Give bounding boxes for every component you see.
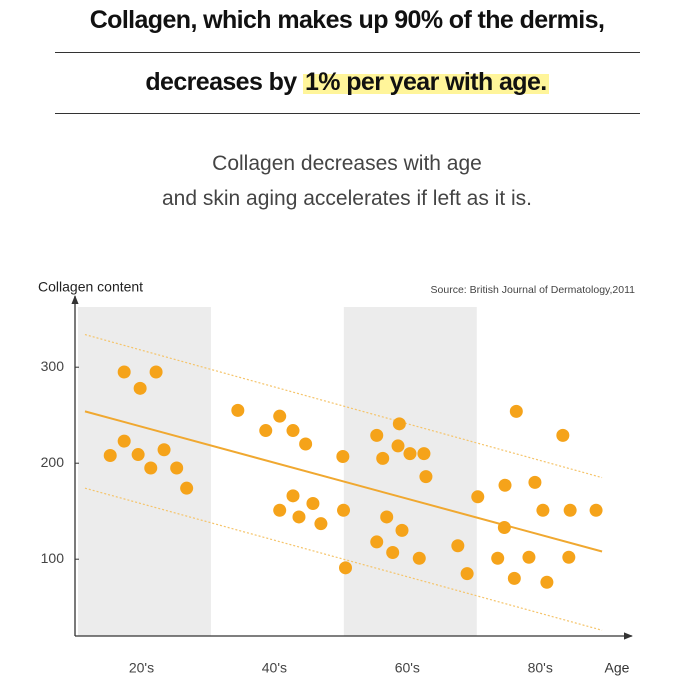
y-tick-label: 200: [41, 454, 65, 470]
decade-band: [343, 307, 477, 636]
x-tick-label: 80's: [528, 660, 553, 676]
point: [419, 470, 433, 484]
point: [403, 447, 417, 461]
point: [370, 535, 384, 549]
point: [509, 404, 523, 418]
y-tick-label: 300: [41, 358, 65, 374]
point: [491, 551, 505, 565]
headline-highlight: 1% per year with age.: [302, 68, 549, 96]
point: [117, 434, 131, 448]
point: [286, 489, 300, 503]
point: [376, 451, 390, 465]
point: [314, 517, 328, 531]
point: [471, 490, 485, 504]
point: [497, 521, 511, 535]
x-axis-label: Age: [605, 660, 630, 676]
point: [460, 567, 474, 581]
subtitle: Collagen decreases with age: [212, 152, 482, 175]
point: [157, 443, 171, 457]
point: [299, 437, 313, 451]
rule: [55, 52, 640, 53]
point: [133, 381, 147, 395]
point: [231, 403, 245, 417]
rule: [55, 113, 640, 114]
point: [451, 539, 465, 553]
point: [273, 409, 287, 423]
point: [180, 481, 194, 495]
point: [336, 449, 350, 463]
point: [337, 503, 351, 517]
headline-text: decreases by: [145, 68, 303, 96]
point: [540, 575, 554, 589]
point: [589, 503, 603, 517]
x-tick-label: 60's: [395, 660, 420, 676]
point: [556, 428, 570, 442]
point: [395, 523, 409, 537]
trend-line: [84, 410, 603, 553]
point: [412, 551, 426, 565]
point: [498, 478, 512, 492]
point: [563, 503, 577, 517]
point: [117, 365, 131, 379]
y-axis-label: Collagen content: [38, 279, 143, 295]
point: [380, 510, 394, 524]
headline: Collagen, which makes up 90% of the derm…: [89, 6, 605, 34]
point: [306, 497, 320, 511]
point: [370, 428, 384, 442]
range-line: [84, 333, 603, 479]
point: [536, 503, 550, 517]
point: [286, 424, 300, 438]
y-tick-label: 100: [41, 550, 65, 566]
point: [507, 571, 521, 585]
point: [339, 561, 353, 575]
point: [562, 550, 576, 564]
point: [273, 503, 287, 517]
point: [103, 449, 117, 463]
point: [259, 424, 273, 438]
point: [170, 461, 184, 475]
source: Source: British Journal of Dermatology,2…: [431, 284, 636, 296]
decade-band: [78, 307, 211, 636]
point: [391, 439, 405, 453]
point: [528, 475, 542, 489]
x-tick-label: 40's: [262, 660, 287, 676]
x-tick-label: 20's: [129, 660, 154, 676]
point: [131, 448, 145, 462]
point: [417, 447, 431, 461]
point: [149, 365, 163, 379]
point: [386, 545, 400, 559]
point: [522, 550, 536, 564]
range-line: [84, 487, 603, 631]
subtitle: and skin aging accelerates if left as it…: [161, 187, 533, 210]
headline: decreases by 1% per year with age.: [0, 68, 694, 97]
point: [392, 417, 406, 431]
point: [292, 510, 306, 524]
point: [144, 461, 158, 475]
